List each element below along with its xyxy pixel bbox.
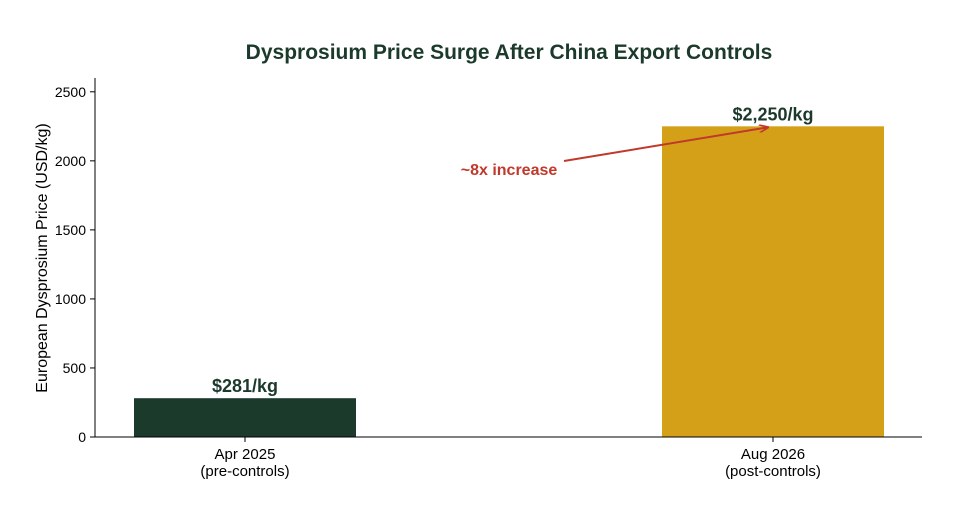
x-tick-sublabel: (pre-controls) bbox=[200, 463, 289, 480]
annotation-text: ~8x increase bbox=[461, 162, 558, 179]
y-tick-label: 2000 bbox=[55, 153, 86, 169]
bar-value-label-2: $2,250/kg bbox=[732, 104, 813, 124]
y-axis-label: European Dysprosium Price (USD/kg) bbox=[34, 123, 51, 392]
chart-title: Dysprosium Price Surge After China Expor… bbox=[246, 41, 773, 64]
y-tick-label: 500 bbox=[63, 360, 87, 376]
y-tick-label: 1000 bbox=[55, 291, 86, 307]
x-tick-label: Aug 2026 bbox=[741, 446, 805, 463]
bar-value-label-1: $281/kg bbox=[212, 376, 278, 396]
x-tick-sublabel: (post-controls) bbox=[725, 463, 821, 480]
y-tick-label: 1500 bbox=[55, 222, 86, 238]
y-tick-label: 2500 bbox=[55, 84, 86, 100]
bar-2 bbox=[662, 126, 884, 438]
bar-1 bbox=[134, 398, 356, 437]
x-tick-label: Apr 2025 bbox=[215, 446, 276, 463]
plot-area: $281/kg $2,250/kg 0 500 1000 1500 2000 2500 Apr … bbox=[55, 78, 922, 480]
y-tick-label: 0 bbox=[78, 429, 86, 445]
annotation-arrow bbox=[563, 127, 768, 162]
